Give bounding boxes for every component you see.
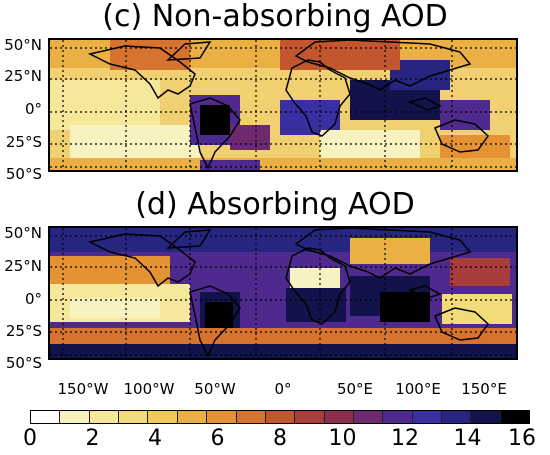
colorbar-segment bbox=[500, 411, 530, 423]
colorbar-segment bbox=[60, 411, 90, 423]
panel-d-ytick-0: 0° bbox=[24, 290, 42, 308]
colorbar-tick-2: 2 bbox=[85, 426, 100, 451]
xtick-0: 0° bbox=[274, 380, 292, 398]
panel-c-title: (c) Non-absorbing AOD bbox=[102, 0, 448, 34]
colorbar bbox=[30, 410, 530, 424]
colorbar-segment bbox=[471, 411, 501, 423]
colorbar-segment bbox=[31, 411, 61, 423]
panel-d-title: (d) Absorbing AOD bbox=[135, 187, 415, 222]
panel-d-aod-field bbox=[50, 228, 516, 358]
panel-d-ytick-25n: 25°N bbox=[4, 257, 42, 275]
panel-d-map-svg bbox=[50, 228, 516, 358]
colorbar-tick-8: 8 bbox=[273, 426, 287, 451]
colorbar-segment bbox=[177, 411, 208, 423]
panel-c-ytick-0: 0° bbox=[24, 100, 42, 118]
panel-d-gridlines bbox=[50, 228, 516, 358]
panel-d-map bbox=[48, 226, 518, 360]
colorbar-tick-16: 16 bbox=[508, 426, 536, 451]
xtick-100e: 100°E bbox=[395, 380, 441, 398]
colorbar-segment bbox=[383, 411, 413, 423]
panel-d-ytick-50n: 50°N bbox=[4, 224, 42, 242]
panel-c-ytick-50n: 50°N bbox=[4, 36, 42, 54]
colorbar-tick-14: 14 bbox=[453, 426, 482, 451]
colorbar-tick-4: 4 bbox=[148, 426, 162, 451]
xtick-150w: 150°W bbox=[57, 380, 109, 398]
xtick-150e: 150°E bbox=[461, 380, 507, 398]
colorbar-segment bbox=[442, 411, 472, 423]
panel-c-gridlines bbox=[50, 40, 516, 170]
colorbar-segment bbox=[148, 411, 178, 423]
colorbar-segment bbox=[236, 411, 266, 423]
colorbar-segment bbox=[412, 411, 443, 423]
panel-c-ytick-50s: 50°S bbox=[5, 165, 42, 183]
colorbar-segment bbox=[265, 411, 296, 423]
panel-c-ytick-25s: 25°S bbox=[5, 133, 42, 151]
colorbar-tick-10: 10 bbox=[328, 426, 357, 451]
colorbar-segment bbox=[324, 411, 354, 423]
panel-c-map bbox=[48, 38, 518, 172]
colorbar-segment bbox=[89, 411, 120, 423]
panel-c-map-svg bbox=[50, 40, 516, 170]
colorbar-segment bbox=[119, 411, 149, 423]
colorbar-segment bbox=[207, 411, 237, 423]
panel-c-ytick-25n: 25°N bbox=[4, 67, 42, 85]
colorbar-tick-6: 6 bbox=[210, 426, 225, 451]
xtick-50w: 50°W bbox=[194, 380, 236, 398]
colorbar-segment bbox=[295, 411, 325, 423]
xtick-50e: 50°E bbox=[336, 380, 374, 398]
colorbar-tick-0: 0 bbox=[23, 426, 37, 451]
colorbar-tick-12: 12 bbox=[391, 426, 419, 451]
colorbar-segment bbox=[353, 411, 384, 423]
panel-d-ytick-50s: 50°S bbox=[5, 354, 42, 372]
xtick-100w: 100°W bbox=[123, 380, 175, 398]
panel-c-aod-field bbox=[50, 40, 516, 170]
panel-d-ytick-25s: 25°S bbox=[5, 322, 42, 340]
